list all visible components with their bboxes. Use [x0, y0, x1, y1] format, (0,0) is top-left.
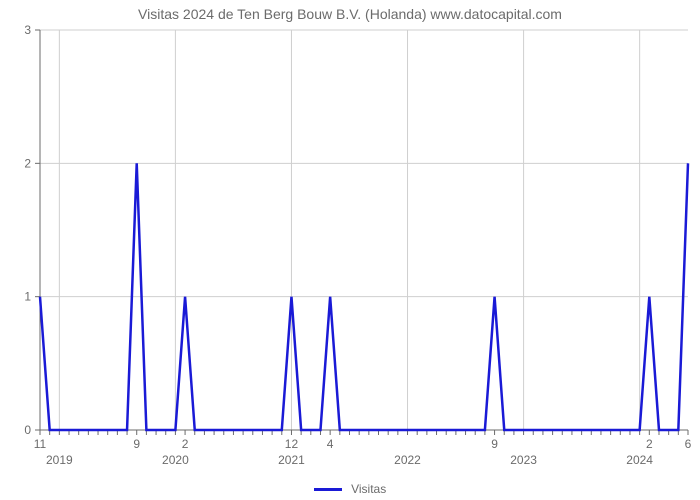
- chart-container: Visitas 2024 de Ten Berg Bouw B.V. (Hola…: [0, 0, 700, 500]
- x-minor-tick-label: 9: [491, 437, 498, 451]
- chart-title: Visitas 2024 de Ten Berg Bouw B.V. (Hola…: [0, 6, 700, 22]
- y-tick-label: 1: [24, 290, 31, 304]
- legend-label: Visitas: [351, 482, 386, 496]
- x-major-tick-label: 2019: [46, 453, 73, 467]
- x-minor-tick-label: 9: [133, 437, 140, 451]
- chart-legend: Visitas: [0, 481, 700, 496]
- legend-swatch: [314, 488, 342, 491]
- x-minor-tick-label: 12: [285, 437, 299, 451]
- x-major-tick-label: 2021: [278, 453, 305, 467]
- x-major-tick-label: 2023: [510, 453, 537, 467]
- x-major-tick-label: 2020: [162, 453, 189, 467]
- y-tick-label: 3: [24, 23, 31, 37]
- x-minor-tick-label: 11: [34, 437, 47, 451]
- x-major-tick-label: 2022: [394, 453, 421, 467]
- y-tick-label: 0: [24, 423, 31, 437]
- x-minor-tick-label: 2: [182, 437, 189, 451]
- x-minor-tick-label: 2: [646, 437, 653, 451]
- chart-svg: 01231192124926201920202021202220232024: [0, 0, 700, 500]
- x-minor-tick-label: 6: [685, 437, 692, 451]
- y-tick-label: 2: [24, 156, 31, 170]
- x-minor-tick-label: 4: [327, 437, 334, 451]
- x-major-tick-label: 2024: [626, 453, 653, 467]
